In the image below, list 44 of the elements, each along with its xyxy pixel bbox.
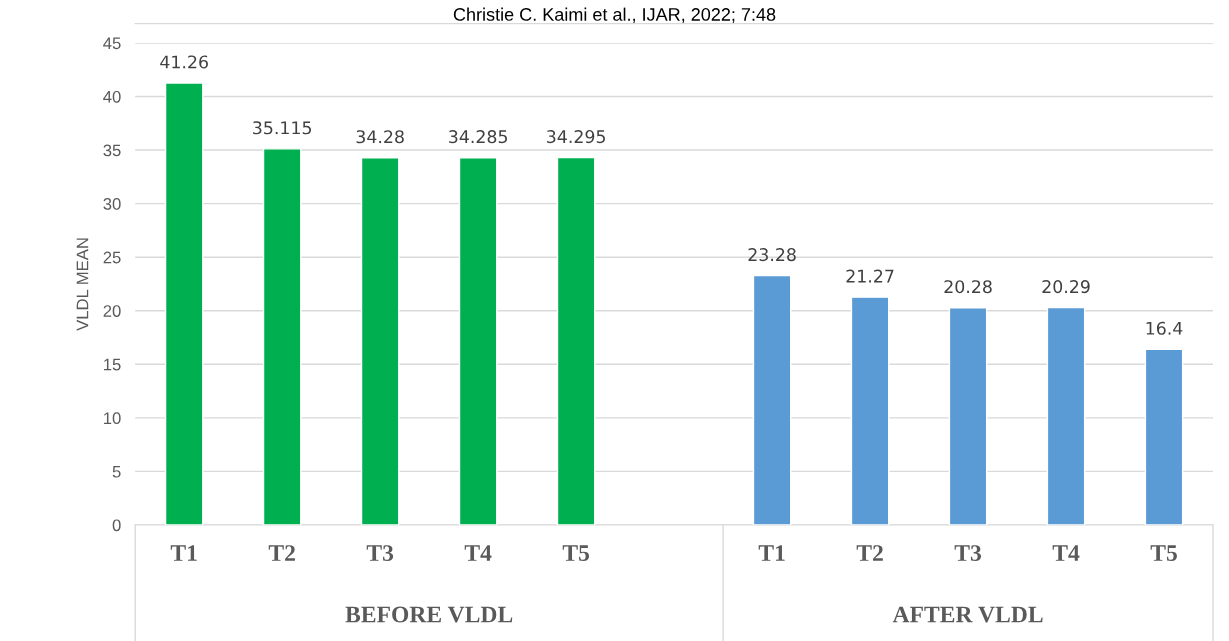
data-label: 20.28 bbox=[944, 280, 992, 294]
bar bbox=[1046, 306, 1086, 525]
data-label: 21.27 bbox=[846, 269, 894, 283]
x-tick-label: T5 bbox=[562, 545, 590, 562]
bar bbox=[458, 157, 498, 525]
text: AFTER VLDL bbox=[892, 606, 1043, 623]
bar bbox=[360, 157, 400, 525]
x-tick-label: T3 bbox=[366, 545, 394, 562]
bar bbox=[1144, 348, 1184, 525]
x-tick-label: T2 bbox=[268, 545, 295, 561]
y-tick-label: 15 bbox=[104, 358, 121, 371]
y-tick-label: 30 bbox=[103, 198, 121, 210]
data-label: 35.115 bbox=[253, 121, 312, 135]
bar bbox=[262, 148, 302, 525]
y-tick-label: 35 bbox=[103, 144, 121, 157]
bar bbox=[850, 296, 890, 525]
text: Christie C. Kaimi et al., IJAR, 2022; 7:48 bbox=[453, 7, 776, 23]
data-label: 34.295 bbox=[547, 130, 605, 144]
x-tick-label: T4 bbox=[1052, 545, 1080, 561]
y-axis-title: VLDL MEAN bbox=[76, 238, 89, 331]
bar bbox=[948, 307, 988, 525]
y-tick-label: 10 bbox=[104, 412, 121, 425]
y-tick-label: 0 bbox=[112, 519, 121, 532]
data-label: 34.28 bbox=[356, 130, 404, 144]
y-tick-label: 25 bbox=[103, 251, 121, 264]
x-tick-label: T4 bbox=[464, 545, 492, 561]
x-tick-label: T1 bbox=[758, 545, 785, 561]
x-tick-label: T1 bbox=[170, 545, 197, 561]
data-label: 41.26 bbox=[160, 55, 208, 69]
y-tick-label: 45 bbox=[103, 37, 121, 50]
x-tick-label: T2 bbox=[856, 545, 883, 561]
data-label: 16.4 bbox=[1146, 321, 1183, 335]
x-tick-label: T3 bbox=[954, 545, 982, 562]
data-label: 34.285 bbox=[449, 130, 507, 144]
bar bbox=[164, 82, 204, 525]
bar bbox=[556, 156, 596, 525]
data-label: 20.29 bbox=[1042, 280, 1090, 294]
bar bbox=[752, 274, 792, 525]
x-tick-label: T5 bbox=[1150, 545, 1177, 562]
y-tick-label: 40 bbox=[103, 90, 121, 103]
y-tick-label: 20 bbox=[103, 305, 121, 317]
y-tick-label: 5 bbox=[112, 465, 121, 478]
data-label: 23.28 bbox=[748, 248, 796, 262]
text: BEFORE VLDL bbox=[345, 606, 513, 623]
